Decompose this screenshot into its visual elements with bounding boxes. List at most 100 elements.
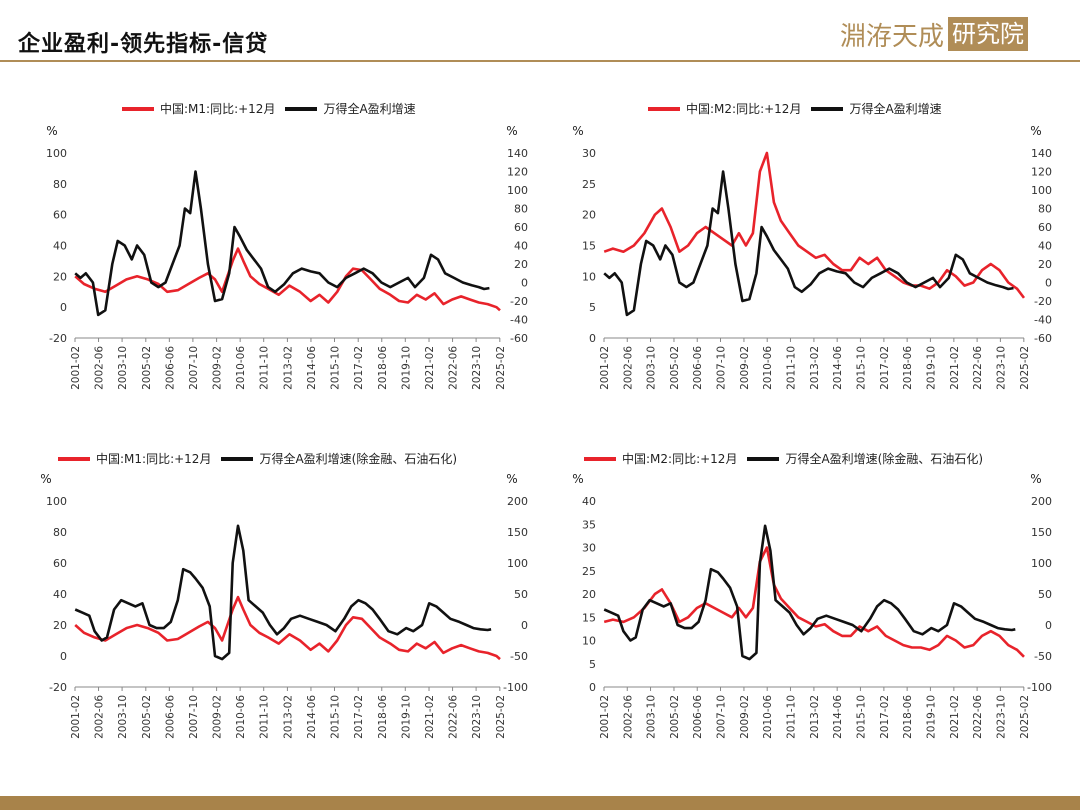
x-tick-label: 2019-10 bbox=[400, 346, 412, 390]
x-tick-label: 2006-06 bbox=[164, 346, 176, 390]
legend-item: 中国:M1:同比:+12月 bbox=[58, 450, 211, 467]
y-right-tick-label: 200 bbox=[507, 495, 528, 508]
x-tick-label: 2019-10 bbox=[925, 695, 937, 739]
y-right-tick-label: -40 bbox=[1034, 314, 1052, 327]
y-right-tick-label: -50 bbox=[510, 650, 528, 663]
x-tick-label: 2025-02 bbox=[495, 346, 507, 390]
footer-bar bbox=[0, 796, 1080, 810]
series-line-money-supply bbox=[603, 151, 1026, 299]
x-tick-label: 2021-02 bbox=[949, 695, 961, 739]
legend-item: 中国:M2:同比:+12月 bbox=[584, 450, 737, 467]
y-right-tick-label: 120 bbox=[1031, 166, 1052, 179]
legend-item: 万得全A盈利增速(除金融、石油石化) bbox=[747, 450, 983, 467]
x-tick-label: 2006-06 bbox=[692, 346, 704, 390]
x-tick-label: 2005-02 bbox=[669, 695, 681, 739]
x-tick-label: 2003-10 bbox=[117, 346, 129, 390]
y-left-tick-label: 80 bbox=[53, 526, 67, 539]
x-tick-label: 2007-10 bbox=[188, 695, 200, 739]
header-rule bbox=[0, 60, 1080, 62]
x-tick-label: 2013-02 bbox=[809, 346, 821, 390]
x-tick-label: 2001-02 bbox=[70, 346, 82, 390]
y-right-tick-label: 80 bbox=[514, 203, 528, 216]
x-tick-label: 2006-06 bbox=[692, 695, 704, 739]
y-left-tick-label: 0 bbox=[60, 650, 67, 663]
legend-label: 中国:M1:同比:+12月 bbox=[96, 452, 212, 466]
y-left-tick-label: 80 bbox=[53, 178, 67, 191]
legend-chart-4: 中国:M2:同比:+12月 万得全A盈利增速(除金融、石油石化) bbox=[584, 450, 993, 467]
y-right-tick-label: 60 bbox=[514, 221, 528, 234]
y-right-tick-label: 200 bbox=[1031, 495, 1052, 508]
y-right-tick-label: -100 bbox=[503, 681, 528, 694]
y-right-unit-label: % bbox=[506, 124, 517, 138]
x-tick-label: 2009-02 bbox=[212, 346, 224, 390]
y-right-tick-label: 100 bbox=[507, 557, 528, 570]
x-tick-label: 2018-06 bbox=[377, 695, 389, 739]
y-right-tick-label: -60 bbox=[510, 332, 528, 345]
chart-1: % % -20 0 20 40 60 80 100 -60 -40 -20 0 20 40 60 80 100 12… bbox=[46, 124, 528, 390]
x-tick-label: 2017-02 bbox=[353, 695, 365, 739]
legend-label: 万得全A盈利增速 bbox=[323, 102, 416, 116]
y-left-tick-label: 15 bbox=[582, 240, 596, 253]
brand-logo: 淵洊天成 研究院 bbox=[840, 14, 1029, 54]
y-right-tick-label: 60 bbox=[1038, 221, 1052, 234]
x-tick-label: 2007-10 bbox=[188, 346, 200, 390]
x-tick-label: 2011-10 bbox=[785, 695, 797, 739]
y-left-tick-label: 0 bbox=[589, 681, 596, 694]
y-left-tick-label: -20 bbox=[49, 332, 67, 345]
x-tick-label: 2006-06 bbox=[164, 695, 176, 739]
series-line-earnings-growth bbox=[74, 524, 492, 661]
series-line-money-supply bbox=[603, 546, 1025, 658]
legend-swatch bbox=[747, 456, 780, 461]
x-tick-label: 2011-10 bbox=[259, 346, 271, 390]
x-tick-label: 2011-10 bbox=[259, 695, 271, 739]
series-line-earnings-growth bbox=[603, 170, 1014, 317]
y-left-tick-label: 10 bbox=[582, 270, 596, 283]
y-right-tick-label: 40 bbox=[514, 240, 528, 253]
x-tick-label: 2021-02 bbox=[949, 346, 961, 390]
y-left-tick-label: 20 bbox=[582, 588, 596, 601]
legend-label: 中国:M2:同比:+12月 bbox=[686, 102, 802, 116]
y-right-tick-label: -20 bbox=[510, 295, 528, 308]
legend-swatch bbox=[58, 456, 90, 461]
y-right-tick-label: 140 bbox=[1031, 147, 1052, 160]
y-left-tick-label: -20 bbox=[49, 681, 67, 694]
x-tick-label: 2021-02 bbox=[424, 695, 436, 739]
legend-label: 万得全A盈利增速(除金融、石油石化) bbox=[785, 452, 984, 466]
y-left-tick-label: 35 bbox=[582, 518, 596, 531]
x-tick-label: 2010-06 bbox=[762, 695, 774, 739]
x-tick-label: 2005-02 bbox=[141, 695, 153, 739]
x-tick-label: 2023-10 bbox=[471, 695, 483, 739]
x-tick-label: 2001-02 bbox=[599, 346, 611, 390]
page-title: 企业盈利-领先指标-信贷 bbox=[18, 32, 269, 57]
logo-box: 研究院 bbox=[948, 17, 1029, 51]
x-tick-label: 2003-10 bbox=[646, 346, 658, 390]
chart-4: % % 0 5 10 15 20 25 30 35 40 -100 -50 0 50 100 150 200 200… bbox=[572, 472, 1052, 739]
x-tick-label: 2018-06 bbox=[377, 346, 389, 390]
y-right-tick-label: 120 bbox=[507, 166, 528, 179]
x-tick-label: 2018-06 bbox=[902, 695, 914, 739]
series-line-earnings-growth bbox=[74, 170, 490, 317]
y-left-unit-label: % bbox=[572, 472, 583, 486]
y-left-tick-label: 25 bbox=[582, 178, 596, 191]
y-left-tick-label: 40 bbox=[53, 588, 67, 601]
x-tick-label: 2005-02 bbox=[141, 346, 153, 390]
y-right-tick-label: -100 bbox=[1027, 681, 1052, 694]
logo-text: 淵洊天成 bbox=[840, 21, 945, 52]
y-right-tick-label: -50 bbox=[1034, 650, 1052, 663]
x-tick-label: 2009-02 bbox=[212, 695, 224, 739]
y-right-tick-label: 100 bbox=[1031, 184, 1052, 197]
legend-label: 中国:M1:同比:+12月 bbox=[160, 102, 276, 116]
y-right-tick-label: 0 bbox=[1045, 277, 1052, 290]
y-left-tick-label: 20 bbox=[53, 270, 67, 283]
legend-swatch bbox=[648, 106, 680, 111]
y-left-tick-label: 30 bbox=[582, 542, 596, 555]
legend-swatch bbox=[122, 106, 154, 111]
x-tick-label: 2010-06 bbox=[235, 346, 247, 390]
y-left-tick-label: 60 bbox=[53, 557, 67, 570]
y-right-tick-label: 40 bbox=[1038, 240, 1052, 253]
y-left-tick-label: 20 bbox=[53, 619, 67, 632]
y-right-unit-label: % bbox=[1030, 472, 1041, 486]
series-line-money-supply bbox=[74, 247, 501, 312]
legend-label: 万得全A盈利增速(除金融、石油石化) bbox=[259, 452, 458, 466]
legend-swatch bbox=[285, 106, 318, 111]
